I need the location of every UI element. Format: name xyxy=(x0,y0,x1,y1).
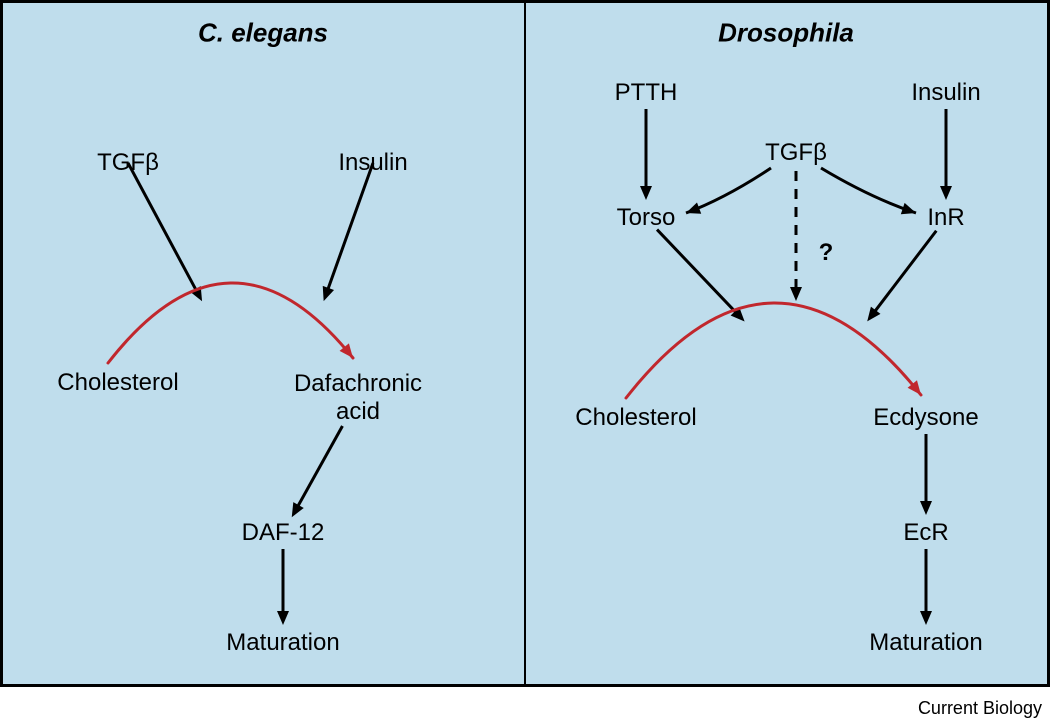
panel-title-left: C. elegans xyxy=(198,18,328,49)
node-cholesterol: Cholesterol xyxy=(575,404,696,432)
node-tgfb: TGFβ xyxy=(765,139,827,167)
arrows-left xyxy=(3,3,524,684)
node-insulin: Insulin xyxy=(338,149,407,177)
node-cholesterol: Cholesterol xyxy=(57,369,178,397)
node-dafacid: Dafachronic acid xyxy=(294,370,422,426)
panel-c-elegans: C. elegans TGFβ Insulin Cholesterol Dafachr… xyxy=(0,0,525,687)
node-daf12: DAF-12 xyxy=(242,519,325,547)
diagram-container: C. elegans TGFβ Insulin Cholesterol Dafachr… xyxy=(0,0,1050,687)
node-inr: InR xyxy=(927,204,964,232)
node-ecdysone: Ecdysone xyxy=(873,404,978,432)
node-maturation: Maturation xyxy=(869,629,982,657)
node-ecr: EcR xyxy=(903,519,948,547)
node-tgfb: TGFβ xyxy=(97,149,159,177)
node-insulin: Insulin xyxy=(911,79,980,107)
credit-text: Current Biology xyxy=(918,698,1042,719)
panel-title-right: Drosophila xyxy=(718,18,854,49)
node-torso: Torso xyxy=(617,204,676,232)
node-ptth: PTTH xyxy=(615,79,678,107)
node-question: ? xyxy=(819,239,834,267)
node-maturation: Maturation xyxy=(226,629,339,657)
panel-drosophila: Drosophila PTTH Insulin TGFβ Torso InR? Chole… xyxy=(525,0,1050,687)
